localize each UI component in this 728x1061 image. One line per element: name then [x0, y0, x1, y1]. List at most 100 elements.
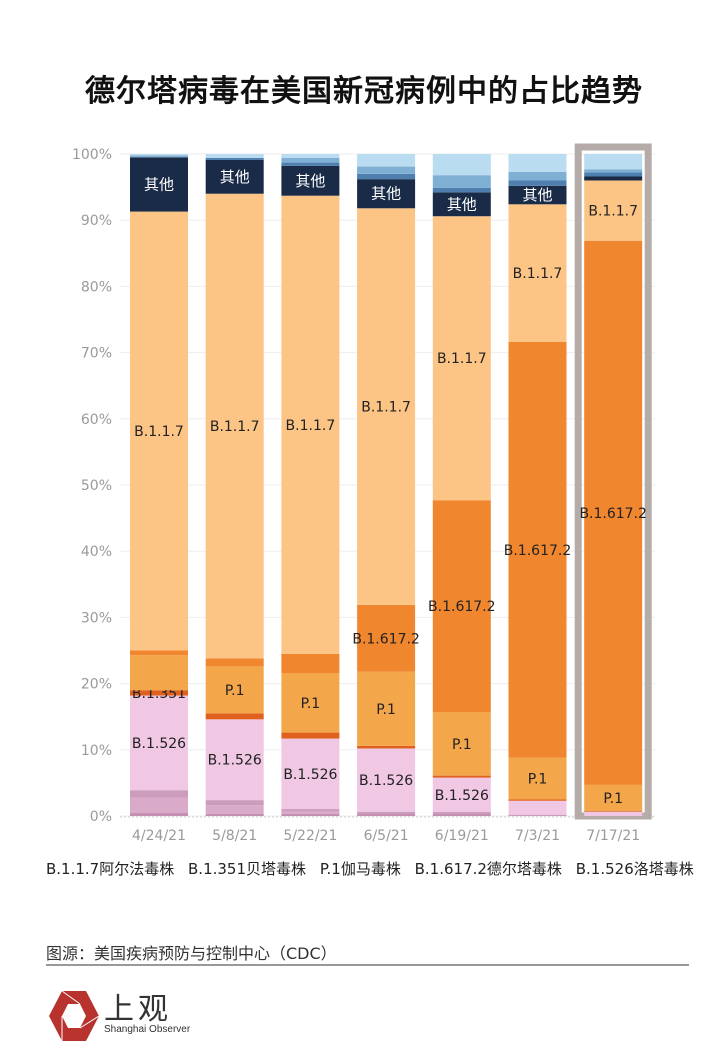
segment-label: B.1.1.7	[286, 418, 336, 434]
bar-segment	[130, 695, 188, 791]
bar-segment	[205, 713, 264, 720]
y-tick-label: 70%	[81, 346, 112, 362]
bar-segment	[357, 208, 416, 605]
bar-segment	[281, 738, 340, 810]
x-tick-label: 5/22/21	[283, 828, 337, 844]
bar-segment	[205, 157, 264, 160]
bar-segment	[357, 814, 416, 816]
segment-label: 其他	[144, 175, 174, 193]
bar-segment	[205, 719, 264, 801]
bar-segment	[508, 185, 567, 205]
bar-segment	[508, 814, 567, 816]
segment-label: B.1.1.7	[210, 419, 260, 435]
y-tick-label: 50%	[81, 478, 112, 494]
bar-segment	[357, 671, 416, 746]
segment-label: B.1.526	[208, 753, 262, 769]
bar-segment	[584, 180, 643, 241]
segment-label: 其他	[220, 168, 250, 186]
bar-segment	[432, 775, 491, 778]
bar-segment	[281, 673, 340, 733]
bar-segment	[357, 748, 416, 812]
segment-label: B.1.617.2	[504, 543, 572, 559]
bar-segment	[584, 810, 643, 812]
bar-segment	[432, 192, 491, 217]
legend-item: P.1伽马毒株	[319, 860, 401, 878]
y-tick-label: 90%	[81, 213, 112, 229]
bar-segment	[357, 154, 416, 167]
bar-segment	[205, 800, 264, 806]
segment-label: B.1.1.7	[513, 266, 563, 282]
bar-segment	[281, 653, 340, 674]
bar-segment	[281, 809, 340, 812]
y-tick-label: 60%	[81, 412, 112, 428]
bar-segment	[205, 666, 264, 714]
bar-segment	[281, 157, 340, 163]
bar-segment	[584, 784, 643, 811]
segment-label: P.1	[452, 737, 472, 753]
bar-segment	[357, 173, 416, 180]
divider	[46, 964, 689, 966]
segment-label: P.1	[528, 772, 548, 788]
bar-segment	[432, 500, 491, 713]
bar-segment	[281, 811, 340, 815]
bar-segment	[584, 811, 643, 816]
segment-label: B.1.1.7	[361, 400, 411, 416]
bar-segment	[508, 204, 567, 343]
bar-segment	[130, 155, 188, 158]
x-tick-label: 6/19/21	[435, 828, 489, 844]
bar-segment	[281, 162, 340, 166]
bar-segment	[584, 169, 643, 173]
segment-label: B.1.617.2	[428, 599, 496, 615]
bar-segment	[357, 811, 416, 815]
segment-label: 其他	[295, 172, 325, 190]
bar-segment	[584, 240, 643, 785]
bar-segment	[432, 187, 491, 193]
bar-segment	[130, 797, 188, 814]
bar-segment	[130, 211, 188, 651]
bar-segment	[432, 814, 491, 816]
chart-title: 德尔塔病毒在美国新冠病例中的占比趋势	[85, 74, 643, 109]
legend: B.1.1.7阿尔法毒株 B.1.351贝塔毒株 P.1伽马毒株 B.1.617…	[46, 858, 703, 879]
legend-item: B.1.617.2德尔塔毒株	[414, 860, 562, 878]
segment-label: 其他	[522, 186, 552, 204]
logo-subtext: Shanghai Observer	[104, 1024, 191, 1035]
bar-segment	[281, 814, 340, 816]
x-tick-label: 7/17/21	[586, 828, 640, 844]
y-tick-label: 100%	[72, 147, 112, 163]
bar-segment	[281, 154, 340, 158]
segment-label: P.1	[603, 791, 623, 807]
bar-segment	[205, 154, 264, 158]
segment-label: 其他	[371, 185, 401, 203]
bar-segment	[584, 172, 643, 177]
bar-segment	[508, 171, 567, 181]
segment-label: P.1	[376, 702, 396, 718]
bar-segment	[130, 813, 188, 816]
legend-item: B.1.351贝塔毒株	[188, 860, 307, 878]
bar-segment	[130, 650, 188, 656]
bar-segment	[508, 800, 567, 815]
bar-segment	[508, 154, 567, 172]
bar-segment	[281, 195, 340, 654]
bar-segment	[205, 805, 264, 814]
y-tick-label: 10%	[81, 743, 112, 759]
bar-segment	[584, 154, 643, 170]
bar-segment	[508, 757, 567, 800]
bar-segment	[130, 690, 188, 696]
bar-segment	[432, 216, 491, 501]
legend-item: B.1.1.7阿尔法毒株	[46, 860, 175, 878]
x-tick-label: 7/3/21	[515, 828, 560, 844]
bar-segment	[130, 655, 188, 691]
segment-label: B.1.617.2	[352, 631, 420, 647]
y-tick-label: 0%	[90, 809, 112, 825]
segment-label: B.1.526	[132, 736, 186, 752]
segment-label: B.1.526	[359, 773, 413, 789]
bar-segment	[508, 799, 567, 801]
segment-label: 其他	[447, 195, 477, 213]
x-tick-label: 5/8/21	[212, 828, 257, 844]
bar-segment	[432, 777, 491, 813]
legend-item: B.1.526洛塔毒株	[575, 860, 694, 878]
bar-segment	[281, 732, 340, 739]
source-note: 图源：美国疾病预防与控制中心（CDC）	[46, 944, 337, 963]
logo-text: 上观	[104, 992, 172, 1027]
